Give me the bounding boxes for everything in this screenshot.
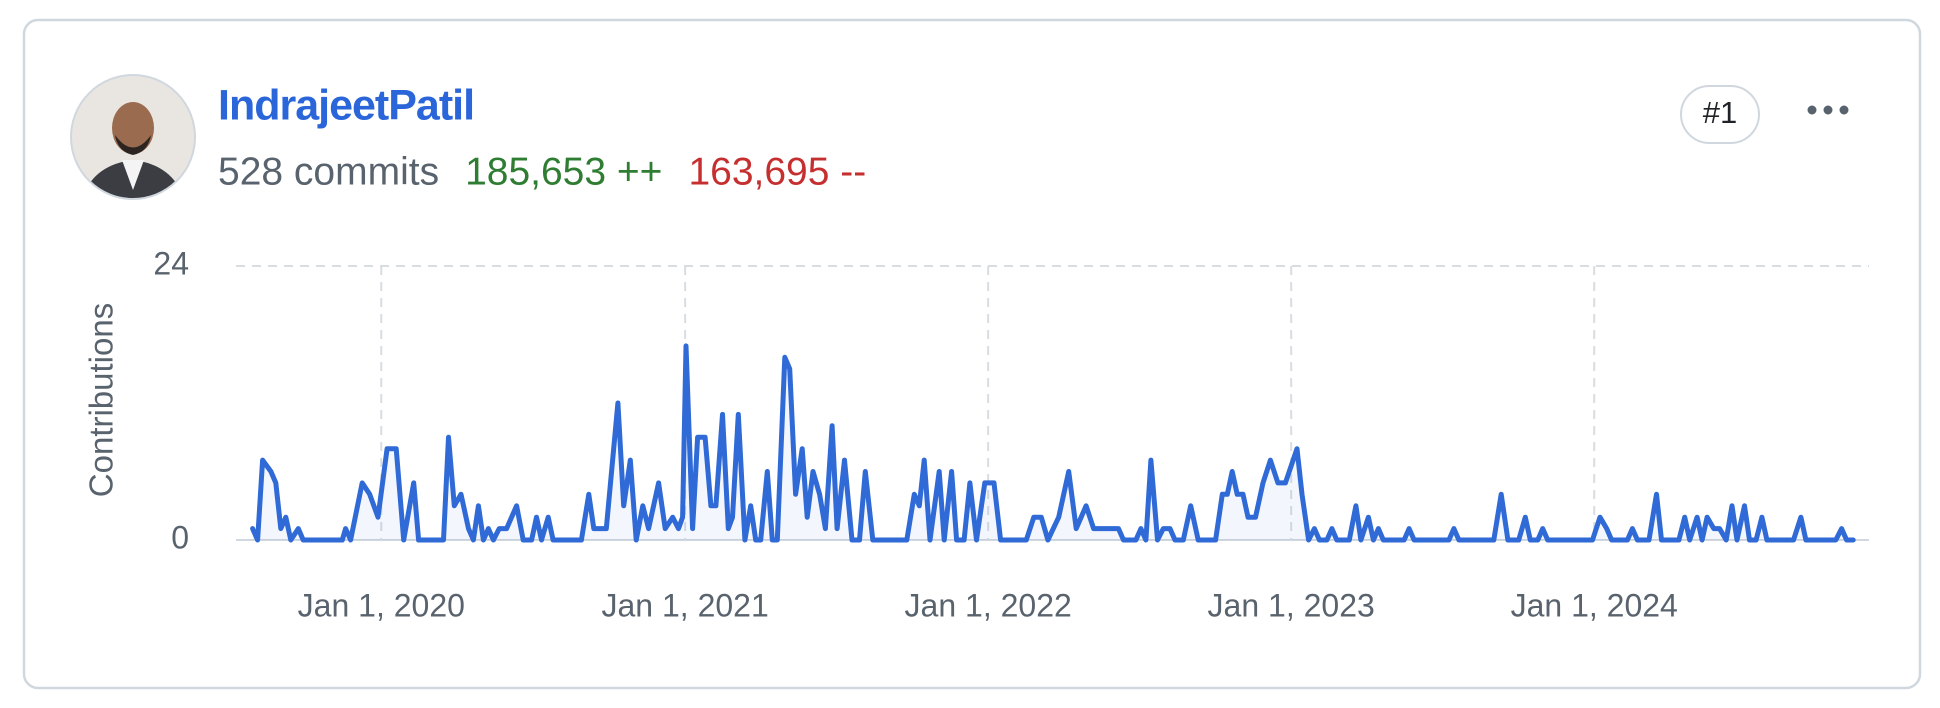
y-tick-label: 24 — [153, 245, 189, 281]
x-tick-label: Jan 1, 2023 — [1208, 587, 1375, 623]
commit-count: 528 commits — [218, 150, 439, 193]
x-tick-label: Jan 1, 2022 — [905, 587, 1072, 623]
avatar[interactable] — [70, 74, 196, 205]
rank-badge — [1680, 85, 1760, 144]
additions: 185,653 ++ — [465, 150, 662, 193]
x-tick-label: Jan 1, 2021 — [602, 587, 769, 623]
rank: #1 — [1703, 95, 1737, 130]
user-name[interactable]: IndrajeetPatil — [218, 81, 475, 129]
more-menu[interactable] — [1807, 105, 1849, 115]
y-tick-label: 0 — [171, 519, 189, 555]
deletions: 163,695 -- — [688, 150, 866, 193]
line — [250, 343, 1856, 543]
x-tick-label: Jan 1, 2020 — [298, 587, 465, 623]
y-axis-title: Contributions — [83, 303, 120, 497]
area — [252, 345, 1854, 540]
plot: 0 24 Jan 1, 2020 Jan 1, 2021 Jan 1, 2022 Jan … — [153, 245, 1869, 623]
card-border — [22, 18, 1922, 690]
x-tick-label: Jan 1, 2024 — [1511, 587, 1678, 623]
